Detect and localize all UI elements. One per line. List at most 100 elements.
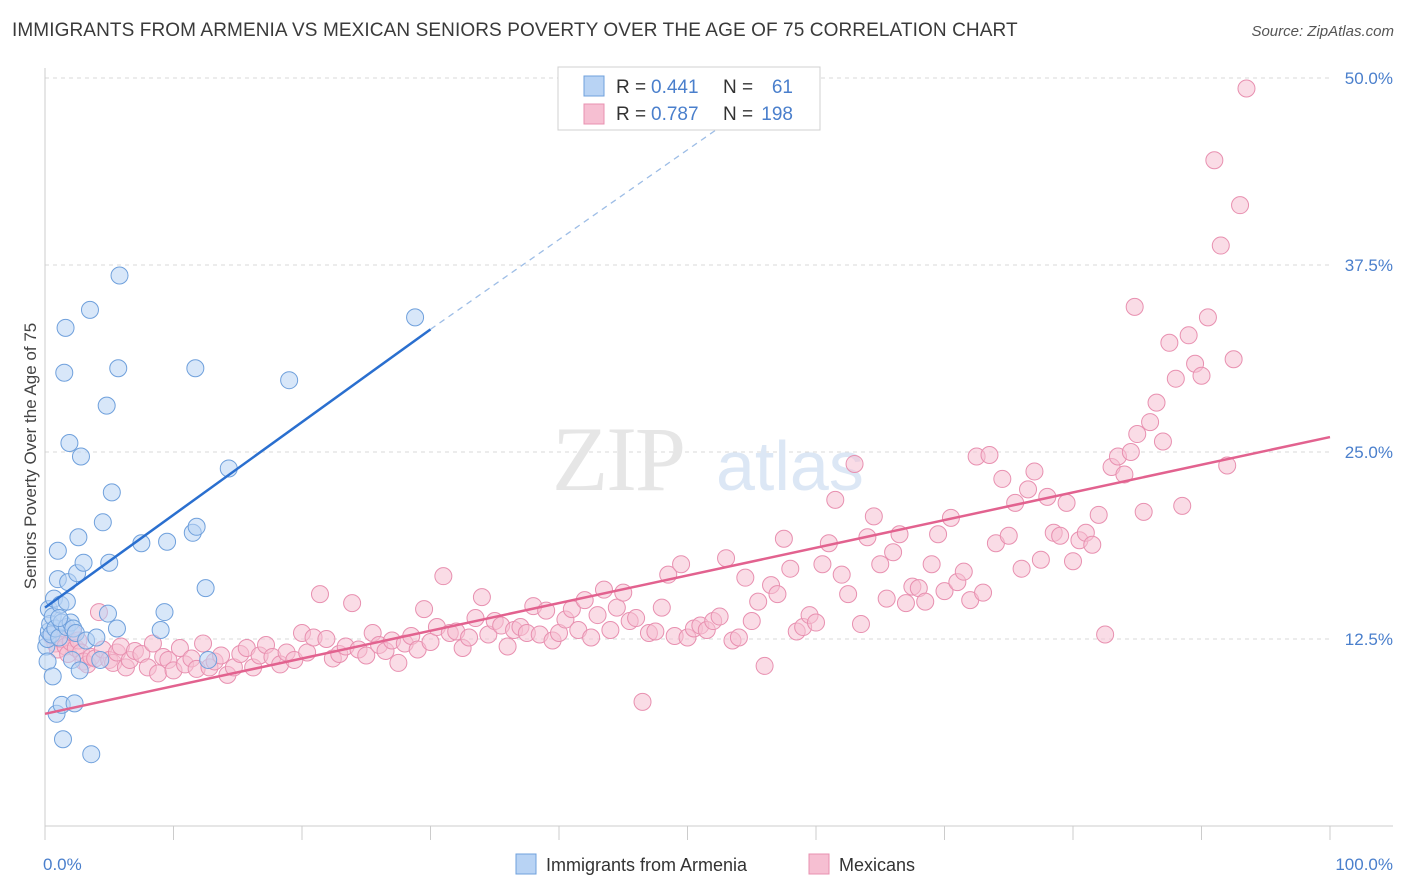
mexicans-point-132 bbox=[813, 555, 832, 574]
armenia-point-1 bbox=[38, 652, 57, 671]
mexicans-point-141 bbox=[871, 555, 890, 574]
mexicans-point-148 bbox=[916, 592, 935, 611]
mexicans-point-110 bbox=[672, 555, 691, 574]
legend-row-1-n-label: N = bbox=[723, 77, 753, 98]
mexicans-point-79 bbox=[472, 588, 491, 607]
y-tick-labels: 12.5% 25.0% 37.5% 50.0% bbox=[1345, 69, 1393, 649]
x-tick-label-0: 0.0% bbox=[43, 855, 82, 874]
mexicans-point-61 bbox=[357, 646, 376, 665]
trend-lines bbox=[44, 122, 1331, 716]
armenia-point-24 bbox=[60, 434, 79, 453]
mexicans-point-166 bbox=[1031, 550, 1050, 569]
mexicans-point-174 bbox=[1083, 535, 1102, 554]
mexicans-point-175 bbox=[1089, 505, 1108, 524]
mexicans-point-140 bbox=[864, 507, 883, 526]
y-tick-label-0: 12.5% bbox=[1345, 630, 1393, 649]
trend-line-armenia bbox=[44, 328, 432, 609]
armenia-point-38 bbox=[87, 628, 106, 647]
legend-row-1-n-value: 61 bbox=[772, 77, 793, 98]
mexicans-point-183 bbox=[1141, 413, 1160, 432]
legend-row-2-r-label: R = bbox=[616, 104, 646, 125]
armenia-point-41 bbox=[98, 604, 117, 623]
mexicans-point-136 bbox=[839, 585, 858, 604]
mexicans-point-184 bbox=[1147, 393, 1166, 412]
armenia-point-59 bbox=[406, 308, 425, 327]
armenia-point-37 bbox=[82, 745, 101, 764]
armenia-point-46 bbox=[109, 359, 128, 378]
bottom-legend-label-mexicans: Mexicans bbox=[839, 855, 915, 875]
mexicans-point-157 bbox=[974, 583, 993, 602]
armenia-point-58 bbox=[280, 371, 299, 390]
mexicans-point-137 bbox=[845, 454, 864, 473]
bottom-legend-swatch-mexicans bbox=[808, 853, 830, 875]
mexicans-point-71 bbox=[421, 632, 440, 651]
mexicans-point-138 bbox=[851, 615, 870, 634]
mexicans-point-120 bbox=[736, 568, 755, 587]
mexicans-point-127 bbox=[781, 559, 800, 578]
mexicans-point-101 bbox=[614, 583, 633, 602]
mexicans-point-150 bbox=[929, 525, 948, 544]
mexicans-point-170 bbox=[1057, 493, 1076, 512]
mexicans-point-163 bbox=[1012, 559, 1031, 578]
armenia-point-7 bbox=[43, 667, 62, 686]
mexicans-point-192 bbox=[1198, 308, 1217, 327]
mexicans-point-59 bbox=[343, 594, 362, 613]
mexicans-point-189 bbox=[1179, 326, 1198, 345]
mexicans-point-197 bbox=[1231, 196, 1250, 215]
mexicans-point-149 bbox=[922, 555, 941, 574]
mexicans-point-187 bbox=[1166, 369, 1185, 388]
mexicans-point-99 bbox=[601, 621, 620, 640]
mexicans-point-193 bbox=[1205, 151, 1224, 170]
watermark-zip: ZIP bbox=[552, 408, 684, 510]
legend-row-2-n-value: 198 bbox=[761, 104, 793, 125]
mexicans-point-54 bbox=[310, 585, 329, 604]
y-tick-label-2: 37.5% bbox=[1345, 256, 1393, 275]
stats-legend: R = 0.441 N = 61 R = 0.787 N = 198 bbox=[557, 66, 821, 131]
series-mexicans-points bbox=[42, 79, 1256, 711]
mexicans-point-122 bbox=[749, 592, 768, 611]
mexicans-point-66 bbox=[389, 653, 408, 672]
mexicans-point-96 bbox=[582, 628, 601, 647]
mexicans-point-186 bbox=[1160, 333, 1179, 352]
armenia-point-19 bbox=[55, 363, 74, 382]
mexicans-point-104 bbox=[633, 692, 652, 711]
grid-lines bbox=[45, 77, 1330, 640]
mexicans-point-125 bbox=[768, 585, 787, 604]
mexicans-point-161 bbox=[999, 526, 1018, 545]
mexicans-point-73 bbox=[434, 567, 453, 586]
mexicans-point-116 bbox=[710, 607, 729, 626]
mexicans-point-83 bbox=[498, 637, 517, 656]
legend-row-1-r-value: 0.441 bbox=[651, 77, 699, 98]
mexicans-point-169 bbox=[1051, 526, 1070, 545]
armenia-point-47 bbox=[110, 266, 129, 285]
series-legend: Immigrants from Armenia Mexicans bbox=[515, 853, 915, 875]
trend-line-armenia-extension bbox=[430, 122, 727, 330]
mexicans-point-77 bbox=[460, 628, 479, 647]
armenia-point-60 bbox=[50, 609, 69, 628]
x-tick-labels: 0.0% 100.0% bbox=[43, 855, 1393, 874]
mexicans-point-27 bbox=[143, 634, 162, 653]
mexicans-point-126 bbox=[774, 529, 793, 548]
mexicans-point-117 bbox=[717, 549, 736, 568]
armenia-point-43 bbox=[97, 396, 116, 415]
mexicans-point-32 bbox=[170, 638, 189, 657]
mexicans-point-154 bbox=[954, 562, 973, 581]
armenia-point-55 bbox=[196, 579, 215, 598]
armenia-point-50 bbox=[155, 603, 174, 622]
mexicans-point-97 bbox=[588, 606, 607, 625]
mexicans-point-103 bbox=[627, 609, 646, 628]
legend-swatch-armenia bbox=[583, 75, 605, 97]
y-tick-label-1: 25.0% bbox=[1345, 443, 1393, 462]
mexicans-point-194 bbox=[1211, 236, 1230, 255]
legend-row-2-r-value: 0.787 bbox=[651, 104, 699, 125]
mexicans-point-100 bbox=[607, 598, 626, 617]
mexicans-point-135 bbox=[832, 565, 851, 584]
armenia-point-51 bbox=[158, 532, 177, 551]
mexicans-point-123 bbox=[755, 656, 774, 675]
mexicans-point-106 bbox=[646, 622, 665, 641]
chart-title: IMMIGRANTS FROM ARMENIA VS MEXICAN SENIO… bbox=[12, 20, 1018, 41]
mexicans-point-158 bbox=[980, 445, 999, 464]
mexicans-point-107 bbox=[652, 598, 671, 617]
mexicans-point-55 bbox=[317, 630, 336, 648]
mexicans-point-191 bbox=[1192, 366, 1211, 385]
